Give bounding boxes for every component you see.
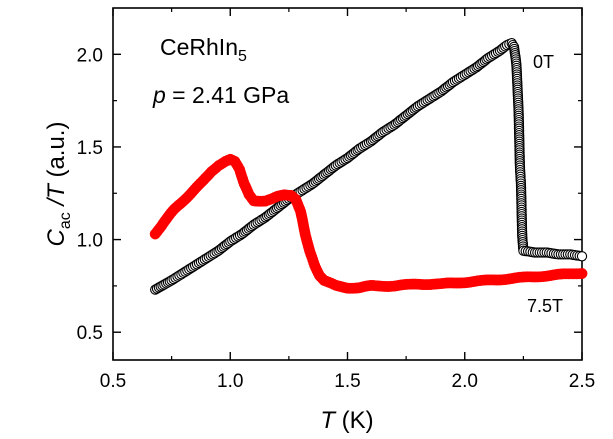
x-tick-label: 1.5	[334, 371, 360, 392]
y-tick-labels: 0.5 1.0 1.5 2.0	[77, 45, 103, 344]
pressure-label: p = 2.41 GPa	[152, 82, 289, 108]
y-axis-title-rest: /T	[43, 182, 70, 212]
y-tick-label: 0.5	[77, 323, 103, 344]
compound-label: CeRhIn5	[160, 34, 247, 65]
y-axis-title: Cac /T (a.u.)	[43, 122, 74, 247]
x-tick-label: 0.5	[100, 371, 126, 392]
series-0t	[150, 38, 588, 295]
x-axis-title-unit: (K)	[335, 407, 374, 434]
data-point	[576, 268, 588, 279]
compound-label-sub: 5	[238, 48, 247, 65]
series-7-5t	[149, 153, 588, 294]
y-axis-title-main: C	[43, 228, 70, 246]
x-axis-title: T (K)	[320, 407, 373, 434]
data-point	[576, 251, 588, 262]
x-tick-label: 2.0	[452, 371, 478, 392]
series-label-0t: 0T	[533, 52, 554, 72]
pressure-symbol: p	[152, 82, 166, 108]
x-tick-label: 1.0	[217, 371, 243, 392]
axis-ticks	[112, 8, 583, 360]
y-axis-title-unit: (a.u.)	[43, 122, 70, 185]
series-label-7-5t: 7.5T	[527, 296, 563, 316]
compound-label-main: CeRhIn	[160, 34, 238, 60]
y-axis-title-sub: ac	[57, 212, 74, 229]
x-tick-label: 2.5	[569, 371, 595, 392]
y-tick-label: 2.0	[77, 45, 103, 66]
y-tick-label: 1.5	[77, 138, 103, 159]
x-tick-labels: 0.5 1.0 1.5 2.0 2.5	[100, 371, 595, 392]
series-layer	[149, 38, 588, 295]
pressure-value: = 2.41 GPa	[166, 82, 290, 108]
x-axis-title-main: T	[320, 407, 337, 434]
y-tick-label: 1.0	[77, 231, 103, 252]
